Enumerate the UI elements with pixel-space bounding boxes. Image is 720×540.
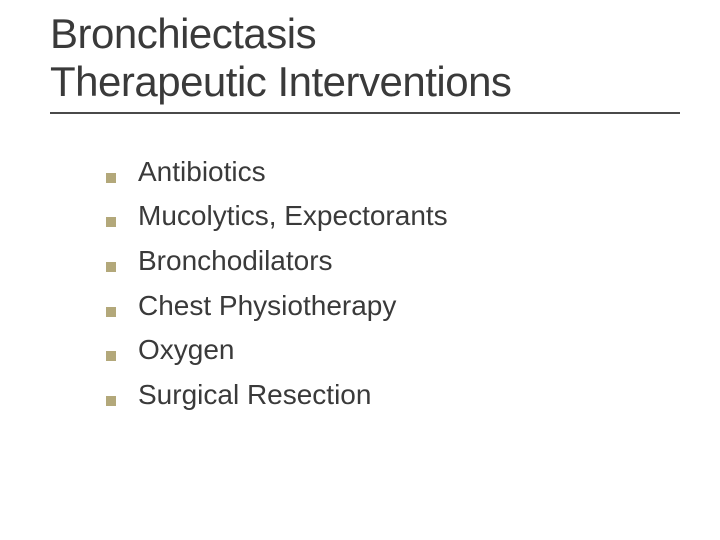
bullet-list: Antibiotics Mucolytics, Expectorants Bro… (50, 152, 680, 416)
bullet-text: Chest Physiotherapy (138, 286, 396, 327)
title-line-1: Bronchiectasis (50, 10, 316, 57)
slide-container: Bronchiectasis Therapeutic Interventions… (0, 0, 720, 540)
bullet-icon (106, 217, 116, 227)
list-item: Bronchodilators (106, 241, 680, 282)
bullet-text: Surgical Resection (138, 375, 371, 416)
bullet-icon (106, 173, 116, 183)
bullet-icon (106, 351, 116, 361)
bullet-icon (106, 307, 116, 317)
bullet-text: Bronchodilators (138, 241, 333, 282)
list-item: Chest Physiotherapy (106, 286, 680, 327)
bullet-text: Mucolytics, Expectorants (138, 196, 448, 237)
list-item: Mucolytics, Expectorants (106, 196, 680, 237)
bullet-text: Antibiotics (138, 152, 266, 193)
title-line-2: Therapeutic Interventions (50, 58, 511, 105)
list-item: Antibiotics (106, 152, 680, 193)
slide-title: Bronchiectasis Therapeutic Interventions (50, 10, 680, 106)
bullet-text: Oxygen (138, 330, 235, 371)
bullet-icon (106, 396, 116, 406)
list-item: Surgical Resection (106, 375, 680, 416)
bullet-icon (106, 262, 116, 272)
list-item: Oxygen (106, 330, 680, 371)
title-area: Bronchiectasis Therapeutic Interventions (50, 10, 680, 114)
